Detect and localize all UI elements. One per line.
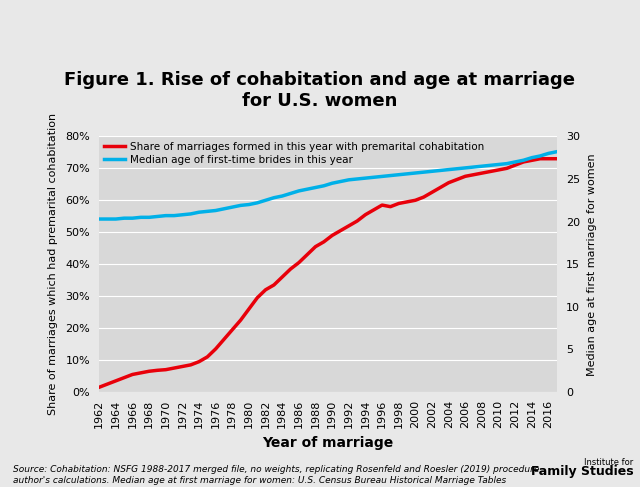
Text: Figure 1. Rise of cohabitation and age at marriage
for U.S. women: Figure 1. Rise of cohabitation and age a…	[65, 71, 575, 110]
Text: Family Studies: Family Studies	[531, 465, 634, 478]
X-axis label: Year of marriage: Year of marriage	[262, 436, 394, 450]
Y-axis label: Median age at first marriage for women: Median age at first marriage for women	[587, 153, 597, 375]
Legend: Share of marriages formed in this year with premarital cohabitation, Median age : Share of marriages formed in this year w…	[104, 142, 484, 165]
Text: Source: Cohabitation: NSFG 1988-2017 merged file, no weights, replicating Rosenf: Source: Cohabitation: NSFG 1988-2017 mer…	[13, 465, 542, 485]
Text: Institute for: Institute for	[584, 458, 634, 467]
Y-axis label: Share of marriages which had premarital cohabitation: Share of marriages which had premarital …	[49, 113, 58, 415]
